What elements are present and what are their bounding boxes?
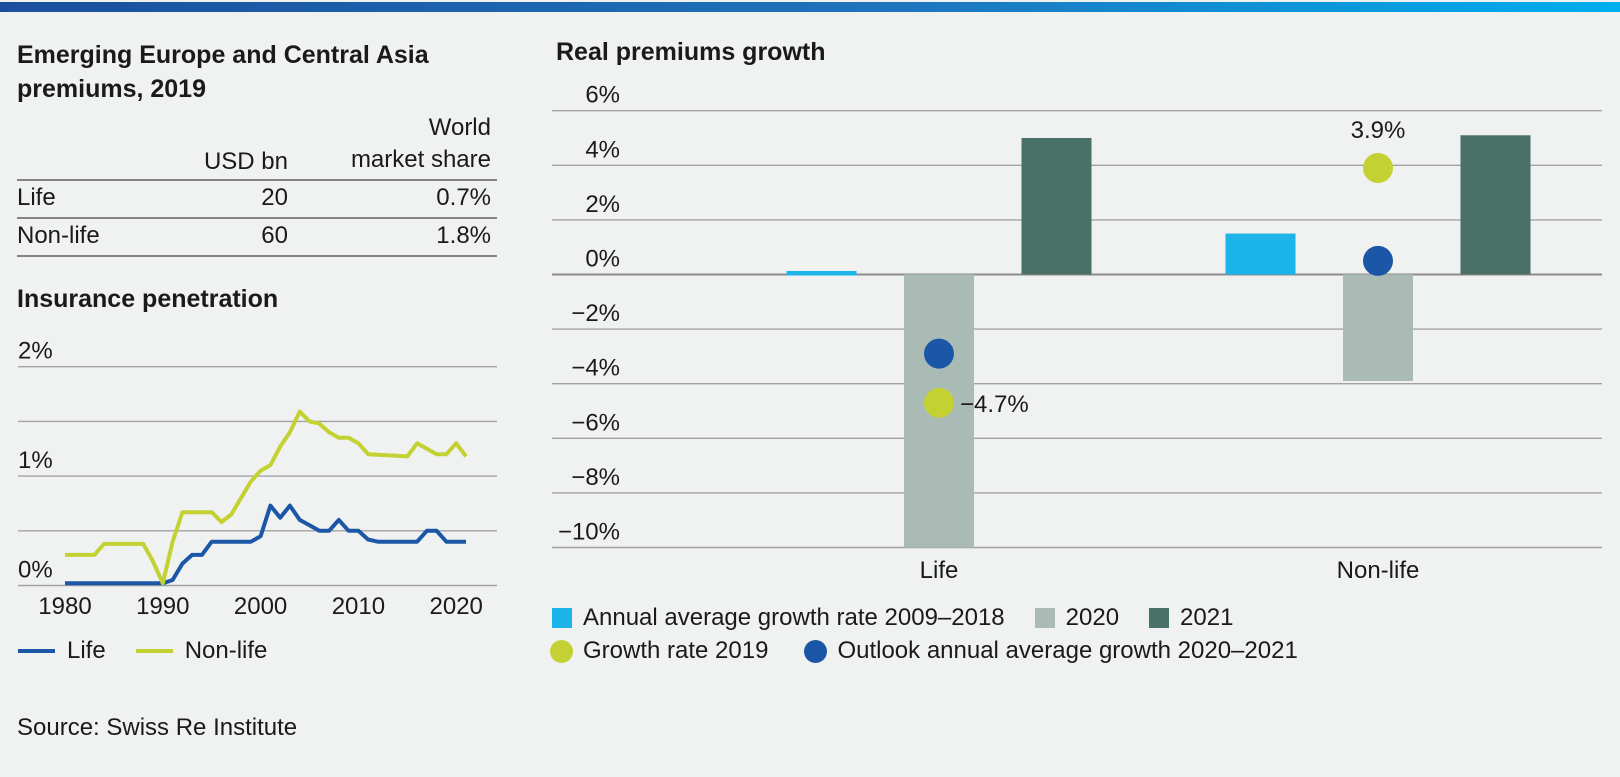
- non-life-line-swatch: [135, 649, 173, 653]
- insurance-penetration-chart: 2% 1% 0% 1980 1990 2000 2010 2020: [18, 338, 497, 620]
- dot-life: [924, 338, 954, 369]
- legend-item-2021: 2021: [1149, 604, 1233, 632]
- x-tick-label: 2010: [332, 593, 385, 620]
- legend-item-aagr: Annual average growth rate 2009–2018: [552, 604, 1005, 632]
- row-market-share: 0.7%: [436, 184, 491, 211]
- legend-item-life: Life: [18, 637, 106, 665]
- bar-chart-legend-row1: Annual average growth rate 2009–2018 202…: [552, 604, 1233, 632]
- left-panel-title-line2: premiums, 2019: [17, 75, 206, 103]
- source-note: Source: Swiss Re Institute: [17, 714, 298, 741]
- legend-label: Annual average growth rate 2009–2018: [583, 604, 1005, 631]
- bar-chart-legend-row2: Growth rate 2019 Outlook annual average …: [550, 637, 1298, 665]
- y-tick-label: −4%: [571, 355, 620, 382]
- growth-2019-swatch: [550, 639, 573, 663]
- y-tick-label: −6%: [571, 409, 620, 436]
- y-tick-label: −2%: [571, 300, 620, 327]
- header-world-market-share: World market share: [350, 114, 491, 173]
- aagr-swatch: [552, 608, 572, 628]
- table-row: Non-life 60 1.8%: [17, 219, 497, 257]
- premiums-table-header: USD bn World market share: [17, 112, 497, 181]
- dot-non-life: [1363, 245, 1393, 276]
- series-non-life: [65, 409, 468, 586]
- y-tick-label: 0%: [18, 557, 53, 584]
- brand-gradient-bar: [0, 2, 1620, 12]
- legend-item-2020: 2020: [1034, 604, 1120, 632]
- real-premiums-growth-title: Real premiums growth: [556, 38, 826, 66]
- legend-item-outlook: Outlook annual average growth 2020–2021: [804, 637, 1298, 665]
- y-tick-label: 4%: [585, 136, 620, 163]
- x-tick-label: 2000: [234, 593, 287, 620]
- swatch-2021: [1149, 608, 1170, 628]
- table-row: Life 20 0.7%: [17, 181, 497, 219]
- bar-non-life-0: [1225, 233, 1296, 275]
- row-market-share: 1.8%: [436, 222, 491, 249]
- data-label: −4.7%: [960, 391, 1029, 418]
- x-tick-label: 1990: [136, 593, 189, 620]
- y-tick-label: 0%: [585, 246, 620, 273]
- outlook-swatch: [804, 639, 828, 663]
- bar-non-life-1: [1343, 274, 1413, 381]
- legend-label: Life: [67, 637, 106, 664]
- bar-life-0: [786, 271, 857, 276]
- y-tick-label: 1%: [18, 447, 53, 474]
- row-usd-bn: 20: [261, 184, 288, 211]
- legend-label: Non-life: [184, 637, 268, 664]
- row-usd-bn: 60: [261, 222, 288, 249]
- dot-non-life: [1363, 153, 1393, 184]
- row-label: Non-life: [17, 222, 100, 249]
- bar-life-2: [1021, 138, 1092, 275]
- left-panel-title: Emerging Europe and Central Asia premium…: [17, 38, 429, 106]
- legend-label: 2021: [1180, 604, 1234, 631]
- real-premiums-growth-chart: 6% 4% 2% 0% −2% −4% −6% −8% −10% −4.7% 3.9% Life Non…: [552, 82, 1602, 584]
- bar-non-life-2: [1460, 135, 1531, 275]
- category-label: Life: [920, 557, 959, 584]
- y-tick-label: 6%: [585, 82, 620, 109]
- legend-label: Outlook annual average growth 2020–2021: [837, 637, 1298, 664]
- legend-label: 2020: [1065, 604, 1120, 631]
- legend-label: Growth rate 2019: [583, 637, 769, 664]
- dot-life: [924, 387, 954, 418]
- line-chart-legend: Life Non-life: [18, 637, 268, 665]
- header-usd-bn: USD bn: [203, 148, 288, 175]
- y-tick-label: 2%: [585, 191, 620, 218]
- legend-item-non-life: Non-life: [135, 637, 268, 665]
- left-panel-title-line1: Emerging Europe and Central Asia: [17, 41, 429, 69]
- y-tick-label: 2%: [18, 338, 53, 365]
- series-life: [65, 503, 466, 586]
- premiums-table: USD bn World market share Life 20 0.7% N…: [17, 112, 497, 257]
- swatch-2020: [1034, 608, 1055, 628]
- x-tick-label: 2020: [430, 593, 483, 620]
- y-tick-label: −10%: [558, 519, 620, 546]
- data-label: 3.9%: [1351, 117, 1406, 144]
- category-label: Non-life: [1337, 557, 1420, 584]
- y-tick-label: −8%: [571, 464, 620, 491]
- life-line-swatch: [18, 649, 55, 653]
- row-label: Life: [17, 184, 56, 211]
- x-tick-label: 1980: [38, 593, 91, 620]
- legend-item-growth-2019: Growth rate 2019: [550, 637, 768, 665]
- insurance-penetration-title: Insurance penetration: [17, 285, 279, 313]
